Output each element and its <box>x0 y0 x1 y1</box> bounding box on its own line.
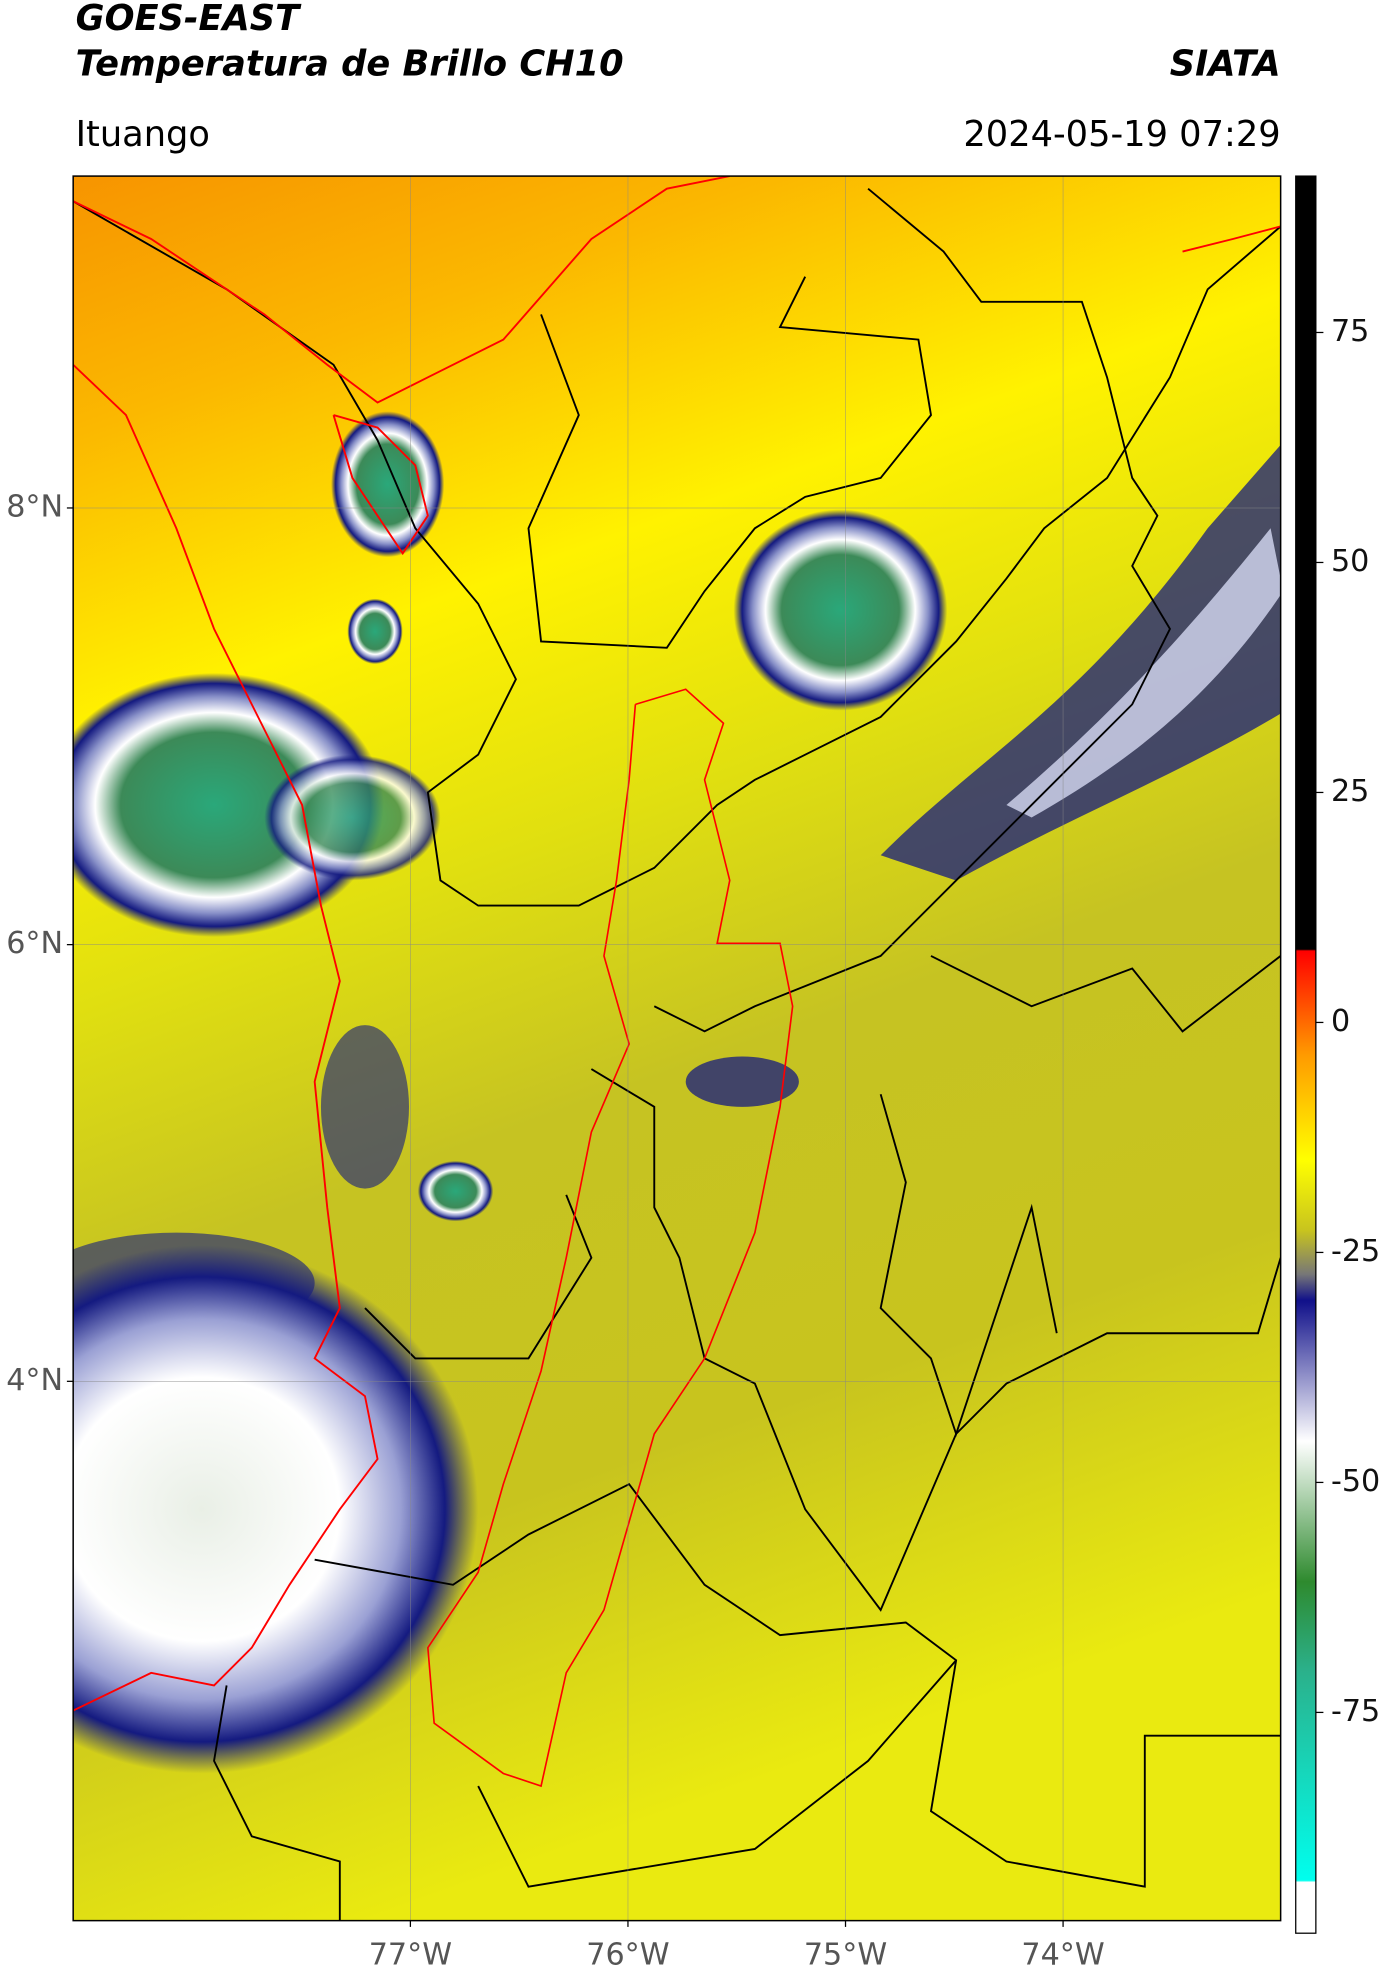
lat-tick-label: 4°N <box>6 1363 63 1398</box>
cloud <box>347 598 403 665</box>
cloud <box>331 411 445 558</box>
cloud <box>685 1056 799 1107</box>
cloud <box>264 754 441 881</box>
colorbar-tick-label: -50 <box>1331 1464 1380 1499</box>
colorbar-tick-label: -25 <box>1331 1234 1380 1269</box>
colorbar <box>1295 175 1317 1934</box>
cloud <box>320 1025 409 1189</box>
colorbar-tick-label: -75 <box>1331 1694 1380 1729</box>
borders <box>73 187 1281 1921</box>
cloud <box>733 509 948 711</box>
colorbar-tick-label: 75 <box>1331 314 1369 349</box>
lon-tick-label: 74°W <box>1021 1937 1104 1972</box>
region-outline <box>427 688 794 1788</box>
cloud <box>73 1245 479 1774</box>
lat-tick-label: 6°N <box>6 926 63 961</box>
datetime: 2024-05-19 07:29 <box>963 114 1280 155</box>
brand: SIATA <box>1170 43 1281 84</box>
colorbar-tick-label: 50 <box>1331 544 1369 579</box>
cloud <box>417 1160 494 1222</box>
lon-tick-label: 76°W <box>586 1937 669 1972</box>
lat-tick-label: 8°N <box>6 489 63 524</box>
coastline <box>73 176 1281 1712</box>
title: GOES-EAST <box>76 0 302 39</box>
colorbar-tick-label: 25 <box>1331 774 1369 809</box>
map-image <box>73 176 1281 1921</box>
cloud-band <box>1006 528 1281 818</box>
map-axes: 8°N 6°N 4°N 77°W 76°W 75°W 74°W <box>6 489 1104 1972</box>
map-frame <box>72 175 1282 1922</box>
location: Ituango <box>76 114 210 155</box>
colorbar-tick-label: 0 <box>1331 1004 1350 1039</box>
grid <box>73 176 1281 1921</box>
subtitle: Temperatura de Brillo CH10 <box>76 43 624 84</box>
lon-tick-label: 75°W <box>804 1937 887 1972</box>
cloud-band <box>880 444 1281 881</box>
colorbar-ticks: 75 50 25 0 -25 -50 -75 <box>1315 314 1380 1729</box>
lon-tick-label: 77°W <box>369 1937 452 1972</box>
